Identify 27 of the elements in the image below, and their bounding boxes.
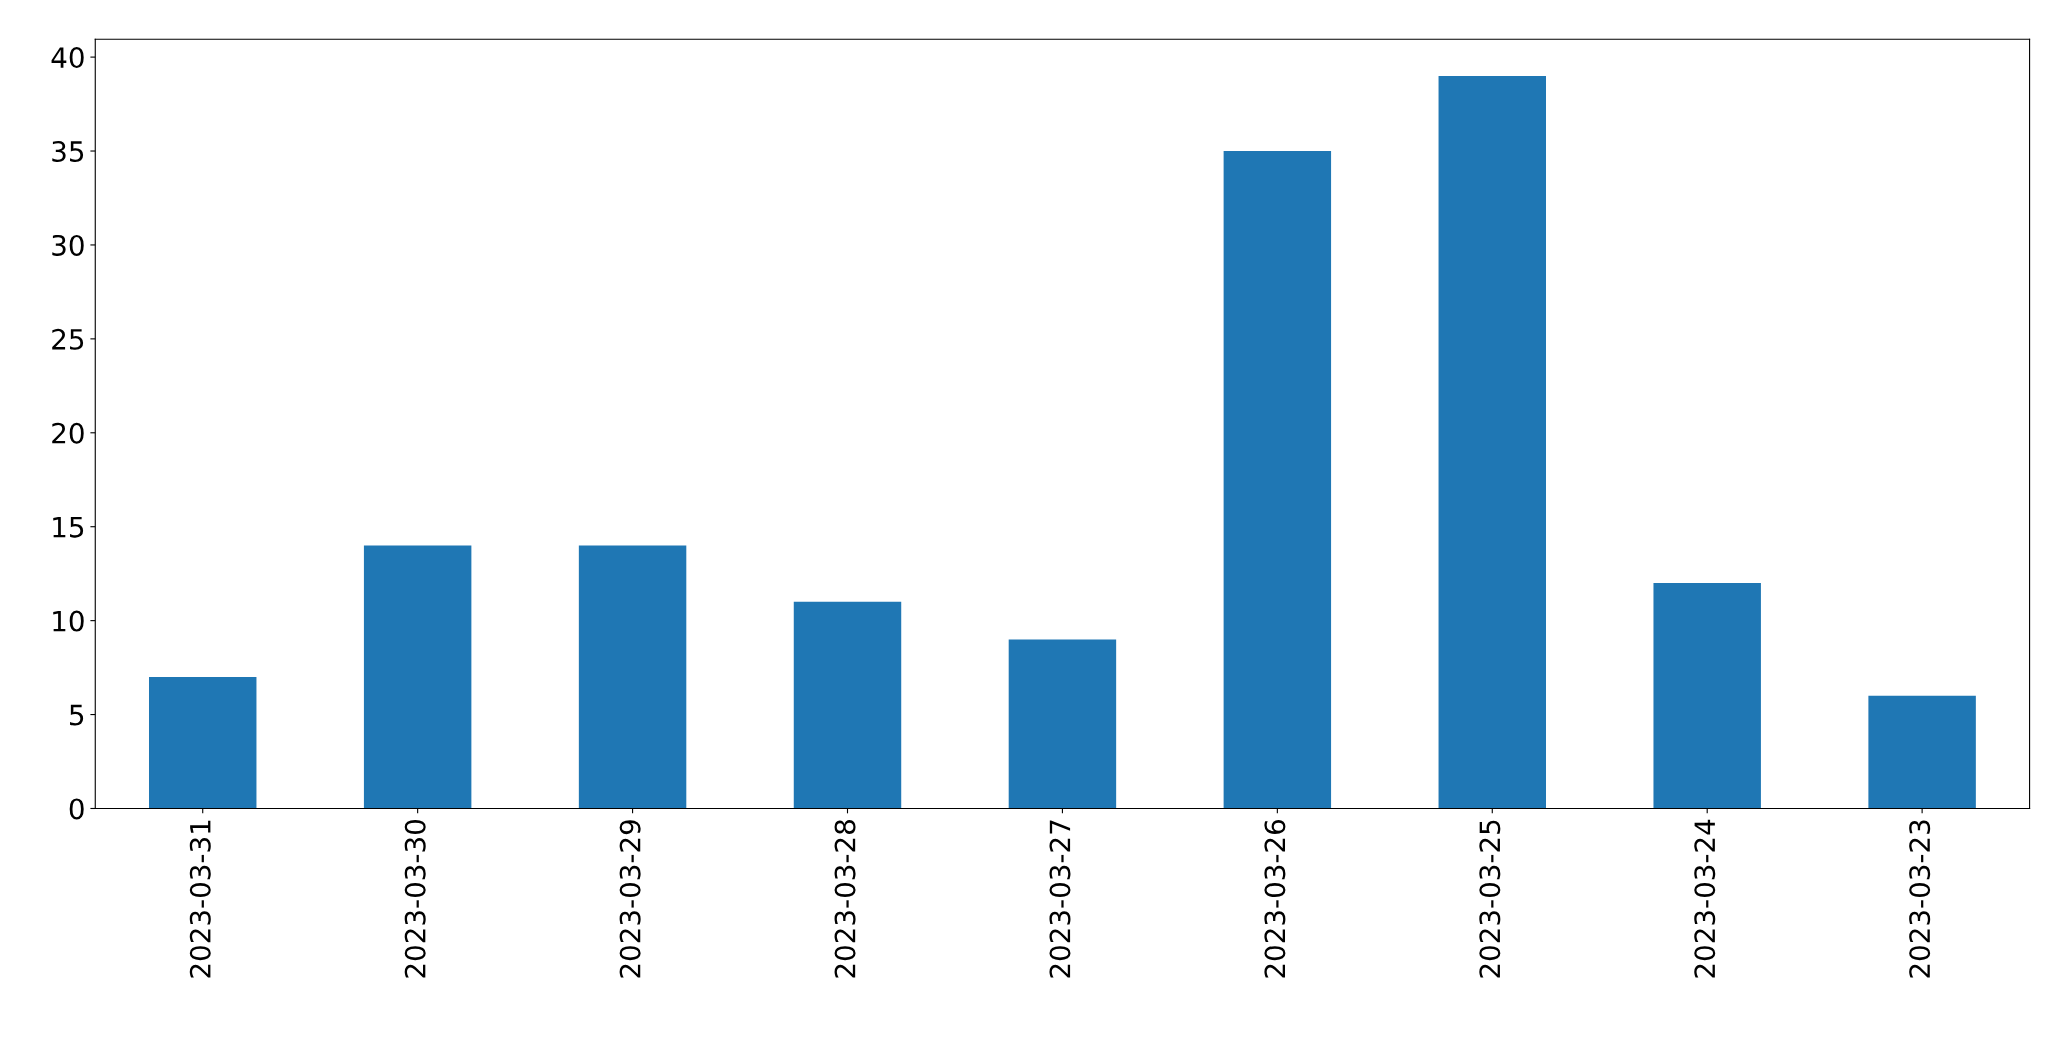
x-tick-label: 2023-03-26 (1264, 819, 1286, 978)
x-tick-label: 2023-03-25 (1479, 820, 1501, 978)
bar (1223, 151, 1332, 809)
x-tick-label: 2023-03-23 (1909, 820, 1931, 978)
bar (1653, 583, 1761, 809)
bar (1438, 75, 1546, 809)
x-tick-label: 2023-03-28 (834, 820, 856, 978)
x-tick-label: 2023-03-27 (1049, 820, 1071, 978)
bar (793, 601, 902, 809)
bar (363, 545, 472, 809)
y-tick-label: 5 (70, 704, 84, 726)
y-tick-label: 0 (69, 798, 84, 820)
y-tick-label: 20 (52, 422, 84, 444)
y-tick-label: 15 (53, 517, 84, 538)
y-tick-label: 35 (52, 140, 84, 162)
x-tick-label: 2023-03-31 (189, 820, 211, 978)
bar (1868, 695, 1976, 809)
y-tick-label: 40 (51, 47, 84, 69)
x-tick-label: 2023-03-24 (1694, 819, 1716, 978)
y-tick-label: 10 (53, 610, 84, 632)
bar (1008, 639, 1117, 809)
bar (578, 545, 687, 809)
y-tick-label: 25 (52, 328, 84, 350)
x-tick-label: 2023-03-30 (404, 820, 426, 978)
bar (149, 676, 257, 809)
x-tick-label: 2023-03-29 (619, 820, 641, 978)
y-tick-label: 30 (52, 234, 84, 256)
